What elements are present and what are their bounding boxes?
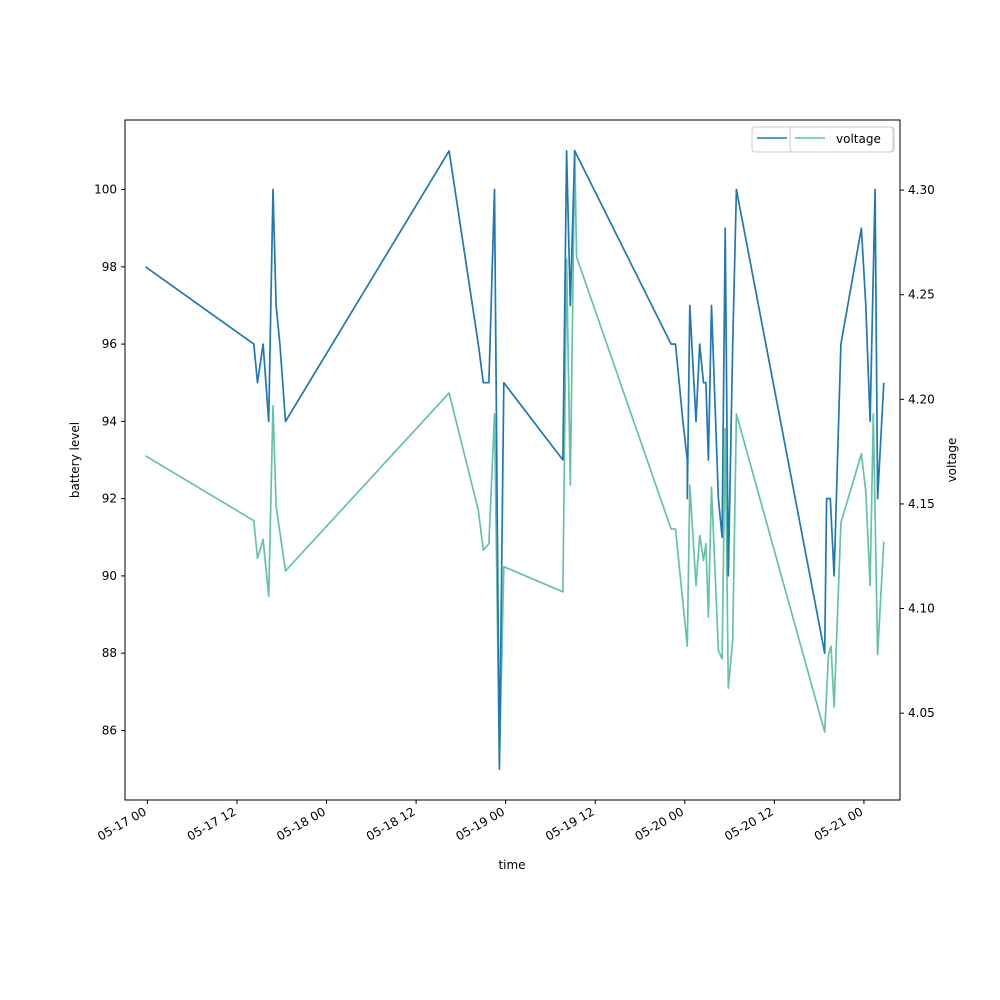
y2-tick-label: 4.15 <box>908 497 935 511</box>
y-tick-label: 88 <box>102 646 117 660</box>
legend-box-voltage <box>789 126 894 153</box>
y2-tick-label: 4.10 <box>908 602 935 616</box>
legend: battery voltage <box>751 126 895 153</box>
y-tick-label: 100 <box>94 183 117 197</box>
y-tick-label: 90 <box>102 569 117 583</box>
plot-frame <box>124 119 901 801</box>
series-line-voltage <box>145 149 885 767</box>
right-y-axis-ticks: 4.05 4.10 4.15 4.20 4.25 4.30 <box>900 183 935 720</box>
y-axis-label: battery level <box>68 422 82 498</box>
y2-axis-label: voltage <box>945 438 959 483</box>
series-line-battery <box>145 150 885 770</box>
y2-tick-label: 4.20 <box>908 392 935 406</box>
left-y-axis-ticks: 86 88 90 92 94 96 98 100 <box>94 183 125 737</box>
y-tick-label: 98 <box>102 260 117 274</box>
y-tick-label: 92 <box>102 492 117 506</box>
y2-tick-label: 4.25 <box>908 288 935 302</box>
y-tick-label: 94 <box>102 414 117 428</box>
y-tick-label: 86 <box>102 723 117 737</box>
plot-lines <box>145 149 885 770</box>
legend-label-voltage: voltage <box>836 132 881 146</box>
x-axis-label: time <box>498 858 525 872</box>
y-tick-label: 96 <box>102 337 117 351</box>
y2-tick-label: 4.30 <box>908 183 935 197</box>
y2-tick-label: 4.05 <box>908 706 935 720</box>
